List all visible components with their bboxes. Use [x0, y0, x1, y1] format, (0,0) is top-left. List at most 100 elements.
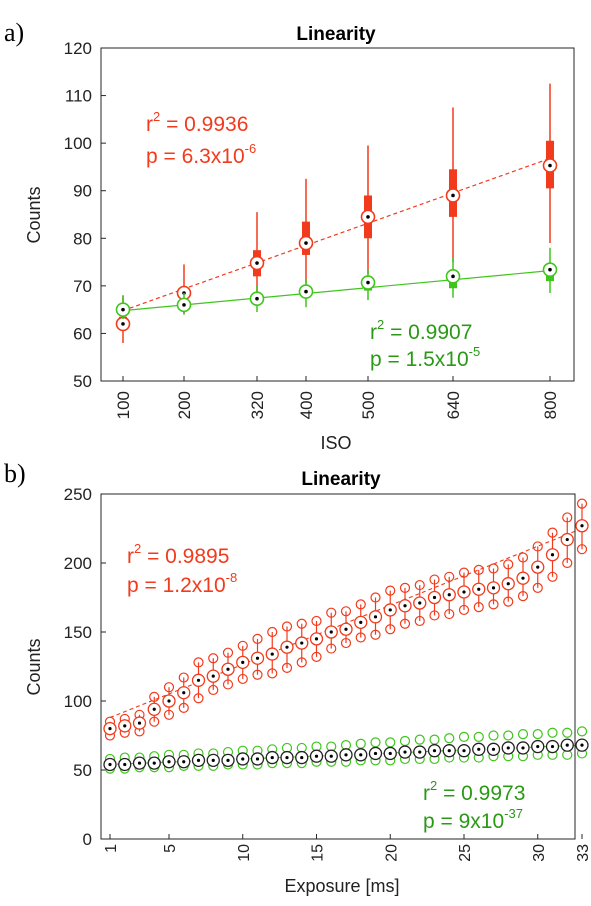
median-dot-red-a — [304, 241, 308, 245]
median-dot-green-b — [153, 762, 156, 765]
y-tick-label-a: 50 — [73, 372, 92, 391]
median-dot-green-b — [521, 746, 524, 749]
median-dot-green-b — [212, 759, 215, 762]
annotation-r2-green-b: r2 = 0.9973 — [423, 778, 525, 805]
median-dot-green-a — [121, 308, 125, 312]
median-dot-green-b — [359, 753, 362, 756]
y-tick-label-a: 120 — [64, 39, 92, 58]
median-dot-red-a — [255, 261, 259, 265]
median-dot-red-b — [153, 708, 156, 711]
median-dot-green-b — [285, 756, 288, 759]
median-dot-green-b — [182, 760, 185, 763]
x-tick-label-b: 20 — [383, 844, 400, 862]
median-dot-red-b — [389, 608, 392, 611]
y-tick-label-a: 60 — [73, 324, 92, 343]
y-tick-label-b: 150 — [64, 623, 92, 642]
median-dot-green-b — [551, 745, 554, 748]
median-dot-red-a — [366, 215, 370, 219]
median-dot-green-b — [389, 752, 392, 755]
outlier-high-green-b — [415, 735, 424, 744]
median-dot-red-b — [551, 553, 554, 556]
median-dot-red-b — [359, 621, 362, 624]
median-dot-green-b — [167, 760, 170, 763]
median-dot-green-b — [108, 763, 111, 766]
median-dot-red-b — [448, 593, 451, 596]
median-dot-red-a — [451, 194, 455, 198]
median-dot-green-b — [123, 763, 126, 766]
median-dot-green-b — [462, 749, 465, 752]
x-tick-label-a: 200 — [175, 391, 194, 419]
median-dot-green-b — [300, 756, 303, 759]
median-dot-green-b — [492, 748, 495, 751]
x-axis-label-a: ISO — [320, 433, 351, 453]
median-dot-red-b — [241, 661, 244, 664]
median-dot-green-b — [536, 745, 539, 748]
median-dot-red-b — [123, 724, 126, 727]
x-tick-label-a: 400 — [297, 391, 316, 419]
y-tick-label-b: 200 — [64, 554, 92, 573]
outlier-high-green-b — [563, 728, 572, 737]
median-dot-green-a — [182, 303, 186, 307]
x-tick-label-a: 640 — [444, 391, 463, 419]
annotation-p-green-b: p = 9x10-37 — [423, 806, 523, 833]
median-dot-red-b — [462, 590, 465, 593]
x-tick-label-b: 25 — [457, 844, 474, 862]
median-dot-red-b — [403, 604, 406, 607]
median-dot-green-b — [507, 746, 510, 749]
annotation-p-red-a: p = 6.3x10-6 — [146, 141, 256, 168]
a-plot-elements: 5060708090100110120100 200 320 400 500 640 800 — [64, 39, 560, 419]
median-dot-green-b — [344, 753, 347, 756]
y-tick-label-b: 100 — [64, 692, 92, 711]
annotation-r2-red-b: r2 = 0.9895 — [127, 541, 229, 568]
y-tick-label-a: 100 — [64, 134, 92, 153]
median-dot-red-b — [315, 637, 318, 640]
median-dot-red-b — [330, 630, 333, 633]
y-tick-label-b: 50 — [73, 761, 92, 780]
outlier-high-green-b — [548, 728, 557, 737]
median-dot-green-b — [271, 756, 274, 759]
panel-label-b: b) — [4, 459, 26, 488]
median-dot-red-b — [507, 582, 510, 585]
median-dot-red-a — [121, 322, 125, 326]
median-dot-green-b — [418, 750, 421, 753]
y-tick-label-a: 70 — [73, 277, 92, 296]
median-dot-red-b — [271, 652, 274, 655]
x-tick-label-b: 30 — [531, 844, 548, 862]
x-tick-label-b: 15 — [310, 844, 327, 862]
outlier-high-green-b — [474, 732, 483, 741]
x-axis-label-b: Exposure [ms] — [284, 876, 399, 896]
chart-title-a: Linearity — [296, 24, 376, 45]
panel-a: a) Linearity 5060708090100110120100 200 32… — [4, 18, 574, 453]
outlier-high-green-b — [401, 737, 410, 746]
median-dot-red-b — [521, 577, 524, 580]
median-dot-green-a — [548, 268, 552, 272]
median-dot-green-a — [255, 297, 259, 301]
median-dot-red-b — [226, 668, 229, 671]
outlier-high-green-b — [533, 730, 542, 739]
median-dot-red-b — [285, 646, 288, 649]
median-dot-red-b — [108, 727, 111, 730]
y-tick-label-a: 90 — [73, 182, 92, 201]
median-dot-red-b — [138, 721, 141, 724]
median-dot-red-b — [212, 675, 215, 678]
outlier-high-green-b — [489, 731, 498, 740]
outlier-high-green-b — [445, 734, 454, 743]
median-dot-green-b — [256, 757, 259, 760]
median-dot-green-b — [330, 755, 333, 758]
outlier-high-green-b — [430, 735, 439, 744]
y-axis-label-b: Counts — [24, 638, 44, 695]
median-dot-red-b — [256, 657, 259, 660]
median-dot-green-b — [566, 744, 569, 747]
y-tick-label-a: 110 — [65, 87, 92, 106]
median-dot-red-b — [433, 596, 436, 599]
median-dot-red-b — [300, 641, 303, 644]
annotation-r2-green-a: r2 = 0.9907 — [370, 317, 472, 344]
median-dot-red-b — [167, 699, 170, 702]
median-dot-red-b — [477, 588, 480, 591]
median-dot-green-b — [433, 749, 436, 752]
y-tick-label-b: 0 — [83, 830, 92, 849]
median-dot-green-b — [315, 755, 318, 758]
outlier-high-green-b — [386, 738, 395, 747]
median-dot-green-a — [304, 290, 308, 294]
